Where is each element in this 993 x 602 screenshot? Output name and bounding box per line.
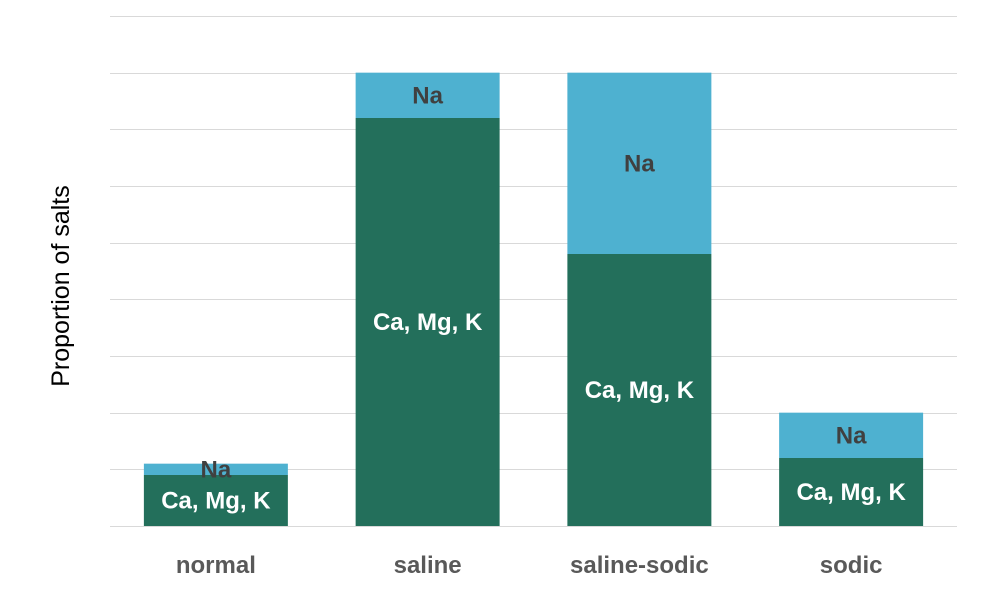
data-label: Ca, Mg, K: [373, 309, 483, 336]
bar-segment-na-saline-sodic: [567, 72, 712, 255]
bar-segment-ca-mg-k-saline: [355, 118, 500, 526]
y-axis-label: Proportion of salts: [47, 185, 75, 387]
category-label: sodic: [820, 552, 883, 579]
bar-segment-na-sodic: [779, 412, 924, 458]
category-label: normal: [176, 552, 256, 579]
bar-segment-na-saline: [355, 72, 500, 118]
bar-segment-ca-mg-k-sodic: [779, 458, 924, 526]
data-label: Na: [201, 456, 232, 483]
bars: [143, 72, 924, 526]
bar-segment-ca-mg-k-normal: [143, 475, 288, 526]
data-label: Ca, Mg, K: [585, 377, 695, 404]
bar-segment-na-normal: [143, 463, 288, 475]
category-label: saline: [394, 552, 462, 579]
data-labels: Ca, Mg, K Na Ca, Mg, K Na Ca, Mg, K Na Ca, Mg,…: [161, 82, 906, 514]
data-label: Ca, Mg, K: [161, 488, 271, 515]
bar-segment-ca-mg-k-saline-sodic: [567, 254, 712, 526]
data-label: Na: [624, 150, 655, 177]
category-label: saline-sodic: [570, 552, 709, 579]
data-label: Na: [836, 422, 867, 449]
data-label: Na: [412, 82, 443, 109]
x-axis-tick-labels: normal saline saline-sodic sodic: [176, 552, 883, 579]
data-label: Ca, Mg, K: [796, 479, 906, 506]
